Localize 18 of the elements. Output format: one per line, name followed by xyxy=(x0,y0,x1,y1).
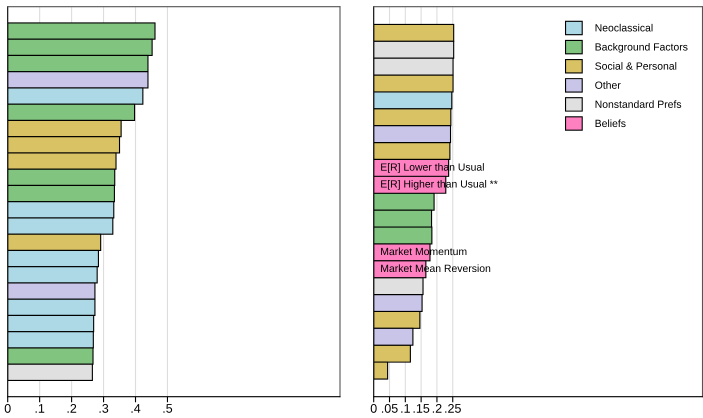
legend-label: Neoclassical xyxy=(596,24,652,32)
x-tick-label: .2 xyxy=(432,404,442,413)
legend-label: Nonstandard Prefs xyxy=(596,100,682,108)
legend-label: Beliefs xyxy=(596,119,626,128)
x-tick-label: .25 xyxy=(445,404,461,413)
x-tick-label: 0 xyxy=(370,404,377,413)
x-tick-label: .15 xyxy=(414,404,430,413)
x-tick-label: .4 xyxy=(131,404,140,413)
x-tick-label: 0 xyxy=(4,404,11,413)
x-tick-label: .5 xyxy=(163,404,172,413)
x-tick-label: .1 xyxy=(36,404,44,413)
legend-label: Social & Personal xyxy=(595,62,676,70)
legend-label: Other xyxy=(595,81,621,89)
x-tick-label: .2 xyxy=(68,404,76,413)
x-tick-label: .1 xyxy=(401,404,410,413)
x-tick-label: .3 xyxy=(99,404,108,413)
legend-label: Background Factors xyxy=(596,42,688,53)
x-tick-label: .05 xyxy=(382,404,398,413)
